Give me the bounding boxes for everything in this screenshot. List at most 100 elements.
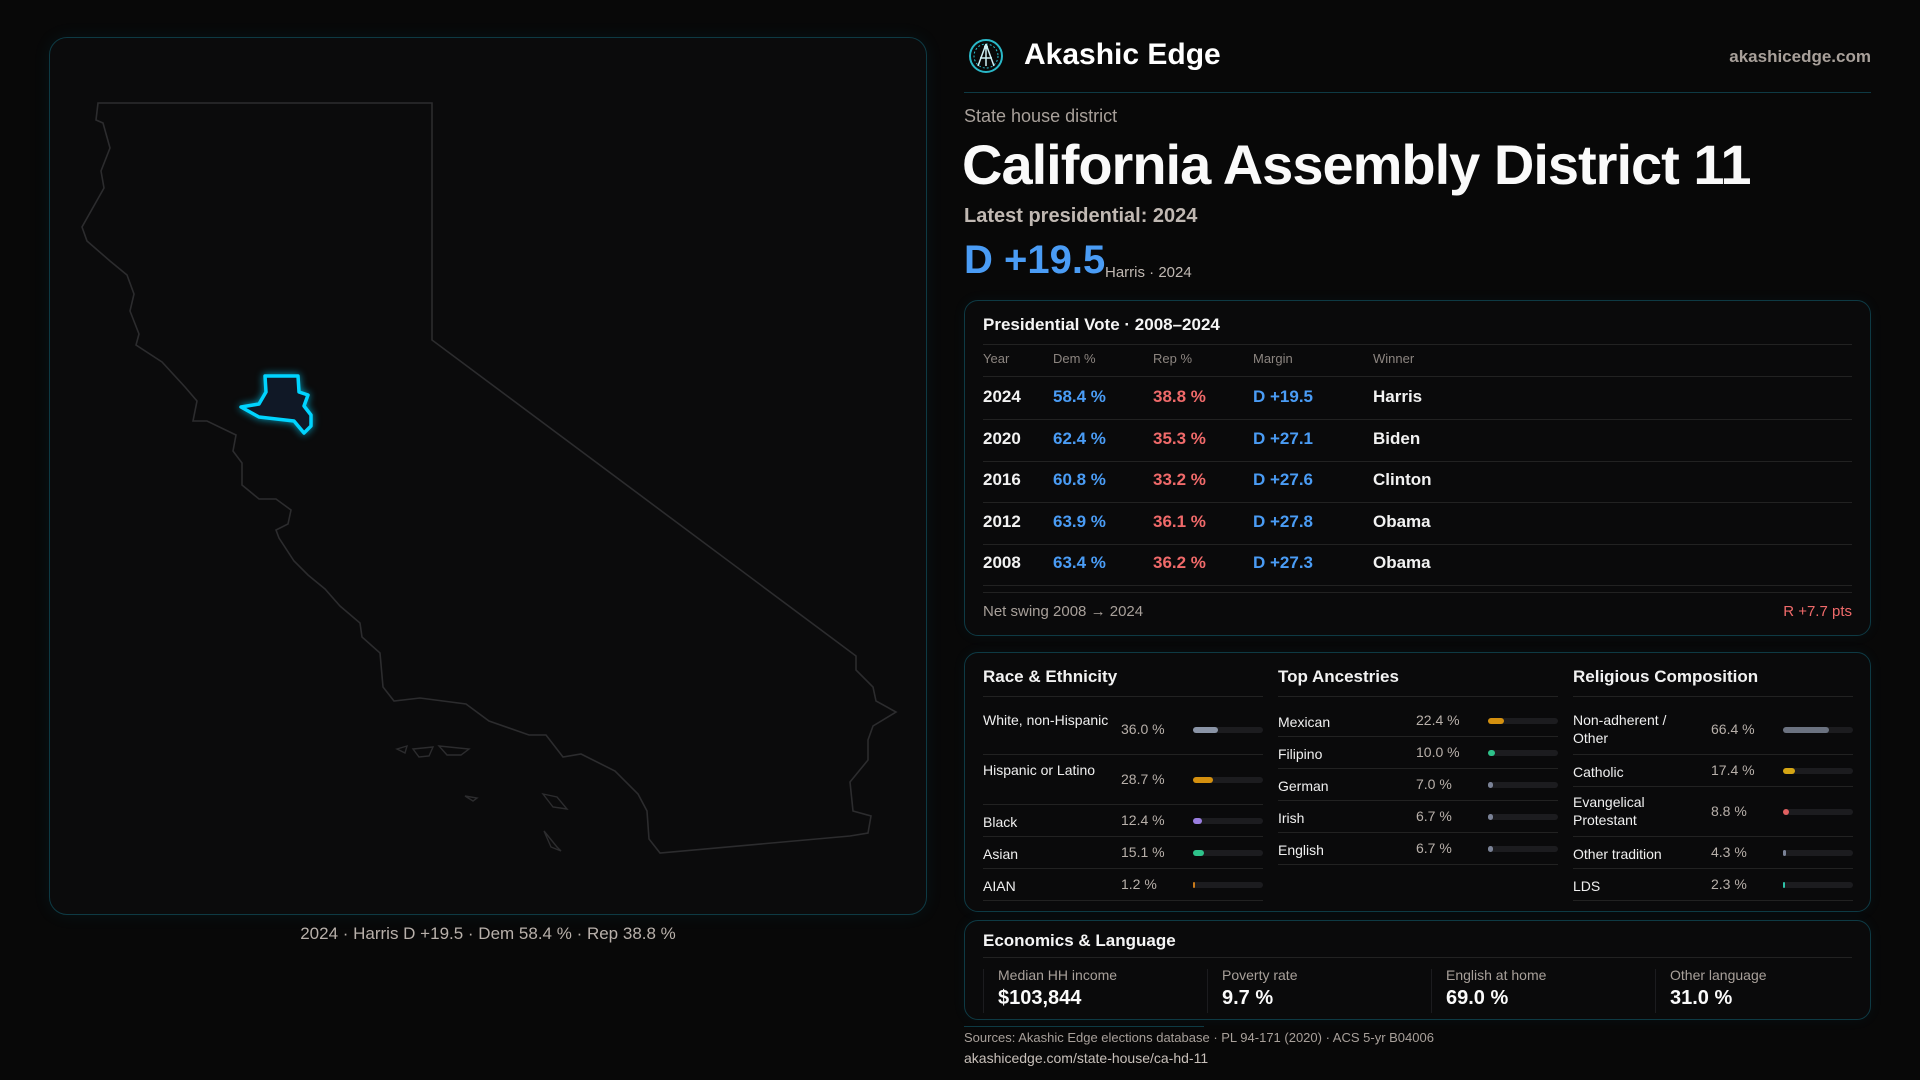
row-percent: 66.4 % [1711, 721, 1755, 737]
cell-margin: D +27.1 [1253, 428, 1314, 448]
row-percent: 12.4 % [1121, 812, 1165, 828]
table-row[interactable]: 2016 60.8 % 33.2 % D +27.6 Clinton [965, 468, 1870, 509]
share-bar [1783, 850, 1853, 856]
share-bar [1488, 750, 1558, 756]
cell-winner: Biden [1373, 428, 1421, 448]
divider [983, 376, 1852, 377]
row-percent: 17.4 % [1711, 762, 1755, 778]
cell-winner: Clinton [1373, 470, 1432, 489]
row-label: Irish [1278, 810, 1305, 826]
header-divider [964, 92, 1871, 93]
district-highlight[interactable] [239, 374, 313, 435]
demographic-row: White, non-Hispanic 36.0 % [983, 705, 1263, 755]
latest-presidential-label: Latest presidential: 2024 [964, 205, 1198, 227]
table-row[interactable]: 2020 62.4 % 35.3 % D +27.1 Biden [965, 427, 1870, 468]
share-bar [1783, 809, 1853, 815]
cell-rep: 36.1 % [1153, 511, 1206, 531]
stat-value: 9.7 % [1222, 987, 1274, 1009]
share-bar [1488, 846, 1558, 852]
demographic-row: Other tradition 4.3 % [1573, 837, 1853, 869]
share-bar-fill [1783, 882, 1785, 888]
cell-dem: 58.4 % [1053, 387, 1106, 406]
demographic-row: Hispanic or Latino 28.7 % [983, 755, 1263, 805]
row-percent: 36.0 % [1121, 721, 1165, 737]
column-header: Winner [1373, 351, 1415, 366]
net-swing-label: Net swing 2008 → 2024 [983, 603, 1144, 620]
cell-margin: D +27.6 [1253, 470, 1314, 489]
row-label: White, non-Hispanic [983, 712, 1109, 728]
stat-divider [1207, 969, 1208, 1013]
share-bar [1193, 727, 1263, 733]
divider [983, 696, 1263, 697]
row-label: Other tradition [1573, 846, 1662, 862]
site-link[interactable]: akashicedge.com [1729, 47, 1871, 66]
economics-card: Economics & Language Median HH income $10… [964, 920, 1871, 1020]
row-label: Catholic [1573, 764, 1624, 780]
divider [1278, 696, 1558, 697]
cell-year: 2016 [983, 470, 1021, 489]
cell-rep: 33.2 % [1153, 470, 1206, 489]
share-bar [1783, 768, 1853, 774]
demographic-row: Filipino 10.0 % [1278, 737, 1558, 769]
stat-value: 69.0 % [1446, 987, 1509, 1009]
cell-dem: 62.4 % [1053, 428, 1106, 448]
cell-rep: 38.8 % [1153, 387, 1206, 406]
map-panel[interactable] [49, 37, 927, 915]
row-percent: 8.8 % [1711, 803, 1747, 819]
row-percent: 4.3 % [1711, 844, 1747, 860]
cell-dem: 63.4 % [1053, 553, 1106, 572]
table-row[interactable]: 2012 63.9 % 36.1 % D +27.8 Obama [965, 510, 1870, 551]
section-title: Race & Ethnicity [983, 667, 1118, 686]
sources-note: Sources: Akashic Edge elections database… [964, 1030, 1434, 1045]
cell-rep: 36.2 % [1153, 553, 1206, 572]
row-label: German [1278, 778, 1329, 794]
share-bar [1193, 818, 1263, 824]
row-percent: 6.7 % [1416, 808, 1452, 824]
stat-label: Other language [1670, 967, 1767, 983]
demographics-card: Race & Ethnicity White, non-Hispanic 36.0 … [964, 652, 1871, 912]
table-row[interactable]: 2008 63.4 % 36.2 % D +27.3 Obama [965, 551, 1870, 592]
row-percent: 1.2 % [1121, 876, 1157, 892]
demographic-row: Irish 6.7 % [1278, 801, 1558, 833]
row-divider [983, 502, 1852, 503]
row-percent: 6.7 % [1416, 840, 1452, 856]
stat-value: 31.0 % [1670, 987, 1733, 1009]
stat-value: $103,844 [998, 987, 1082, 1009]
demographic-row: Evangelical Protestant 8.8 % [1573, 787, 1853, 837]
share-bar-fill [1193, 727, 1219, 733]
share-bar-fill [1193, 777, 1214, 783]
share-bar [1193, 850, 1263, 856]
divider [983, 592, 1852, 593]
share-bar [1193, 882, 1263, 888]
cell-winner: Harris [1373, 387, 1423, 406]
cell-rep: 35.3 % [1153, 428, 1206, 448]
table-row[interactable]: 2024 58.4 % 38.8 % D +19.5 Harris [965, 385, 1870, 426]
share-bar-fill [1783, 727, 1830, 733]
row-percent: 7.0 % [1416, 776, 1452, 792]
stat-divider [1655, 969, 1656, 1013]
cell-year: 2008 [983, 553, 1021, 572]
cell-winner: Obama [1373, 553, 1431, 572]
cell-margin: D +19.5 [1253, 387, 1314, 406]
california-map[interactable] [50, 38, 928, 916]
stat-divider [983, 969, 984, 1013]
share-bar-fill [1488, 782, 1493, 788]
cell-year: 2020 [983, 428, 1021, 448]
latest-margin-detail: Harris · 2024 [1105, 264, 1192, 281]
row-percent: 28.7 % [1121, 771, 1165, 787]
permalink[interactable]: akashicedge.com/state-house/ca-hd-11 [964, 1050, 1209, 1066]
column-header: Rep % [1153, 351, 1193, 366]
latest-margin: D +19.5 [964, 238, 1106, 282]
divider [983, 344, 1852, 345]
column-header: Year [983, 351, 1010, 366]
stat-divider [1431, 969, 1432, 1013]
map-caption: 2024 · Harris D +19.5 · Dem 58.4 % · Rep… [300, 924, 676, 943]
net-swing-value: R +7.7 pts [1783, 603, 1852, 620]
row-label: Hispanic or Latino [983, 762, 1096, 778]
row-label: Black [983, 814, 1018, 830]
cell-winner: Obama [1373, 511, 1431, 531]
row-label: English [1278, 842, 1324, 858]
section-title: Top Ancestries [1278, 667, 1399, 686]
demographic-row: German 7.0 % [1278, 769, 1558, 801]
row-label: LDS [1573, 878, 1601, 894]
